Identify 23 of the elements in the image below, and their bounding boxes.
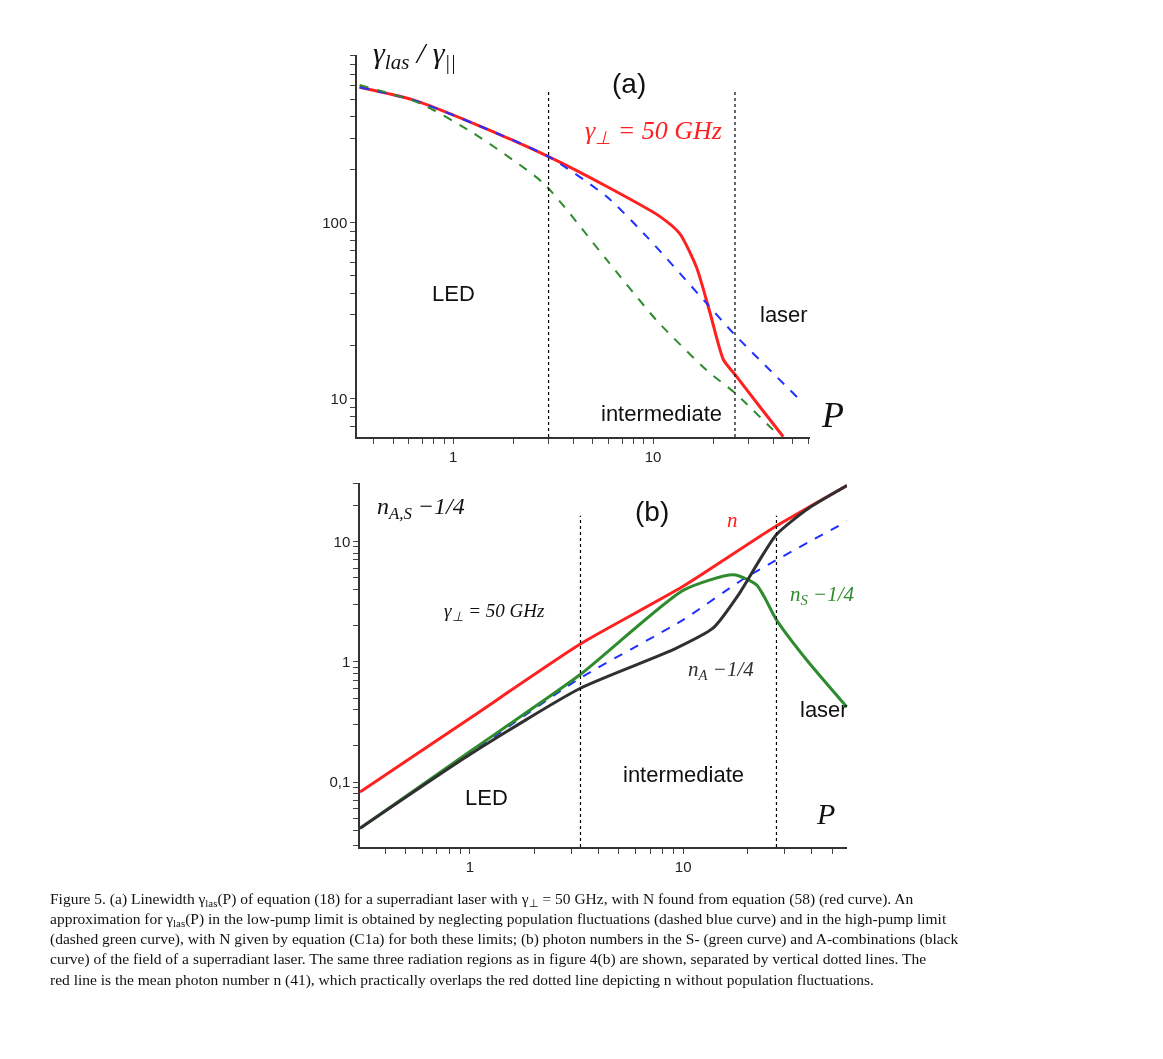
annotation: intermediate: [601, 401, 723, 426]
text: Figure 5. (a) Linewidth γ$_{las}$(P) of equation (18) for a superradiant laser with γ$_{⊥}$ = 50 GHz, with N found from equation (58) (red curve). An approximation for γ$_{las}$(P) in the low-pump limit is obtained by neglecting population fluctuations (dashed blue curve) and in the high-pump limit (dashed green curve), with N given by equation (C1a) for both these limits; (b) photon numbers in the S- (green curve) and A-combinations (black curve) of the field of a superradiant laser. The same three radiation regions as in figure 4(b) are shown, separated by vertical dotted lines. The red line is the mean photon number n (41), which practically overlaps the red dotted line depicting n without population fluctuations.: [50, 890, 959, 988]
y-axis-title: n$_{A,S}$ −1/4: [377, 493, 465, 524]
y-axis-title: γ$_{las}$ / γ$_{||}$: [373, 36, 457, 75]
y-tick-label: 100: [322, 214, 348, 232]
annotation: laser: [760, 302, 808, 327]
x-axis-title: P: [821, 395, 844, 435]
y-tick-label: 10: [333, 532, 351, 550]
x-axis-title: P: [816, 797, 836, 830]
y-tick-label: 0,1: [329, 773, 351, 791]
annotation: LED: [465, 785, 508, 810]
series-label: n$_{A}$ −1/4: [688, 657, 755, 684]
series-label: n: [727, 508, 738, 532]
y-tick-label: 10: [330, 390, 348, 408]
y-tick-label: 1: [341, 653, 351, 671]
annotation: γ$_{⊥}$ = 50 GHz: [444, 600, 546, 624]
series-label: γ$_{⊥}$ = 50 GHz: [585, 116, 722, 149]
series-label: n$_{S}$ −1/4: [790, 582, 855, 609]
text: (b): [635, 496, 670, 527]
annotation: intermediate: [623, 762, 745, 787]
text: (a): [612, 68, 647, 99]
annotation: laser: [800, 697, 848, 722]
annotation: LED: [432, 281, 475, 306]
